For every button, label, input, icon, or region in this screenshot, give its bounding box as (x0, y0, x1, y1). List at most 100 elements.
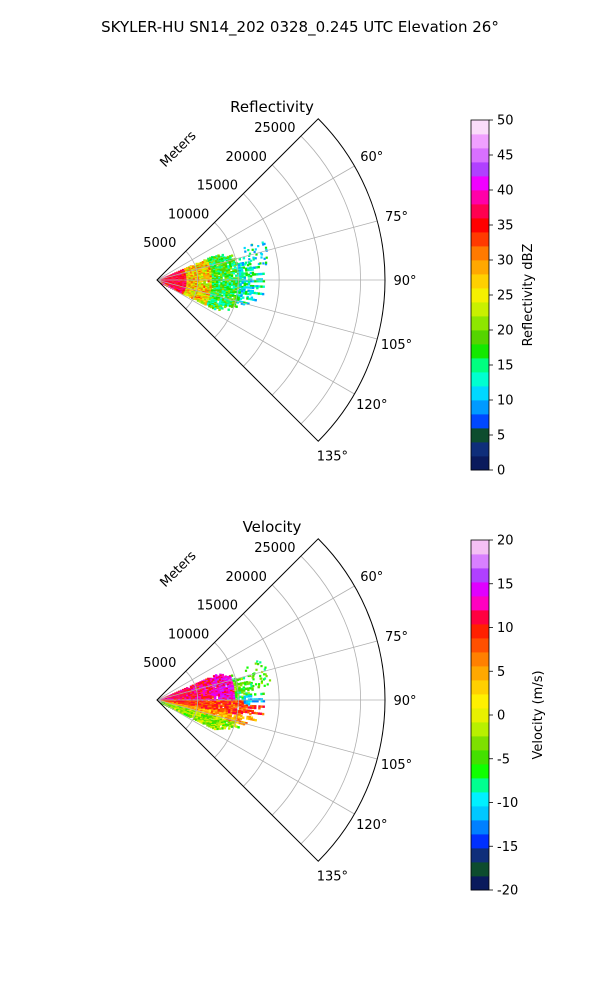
colorbar-swatch (471, 638, 489, 653)
echo-cell (239, 275, 242, 279)
echo-cell (237, 262, 240, 266)
echo-cell (230, 691, 233, 694)
echo-cell (243, 284, 246, 287)
echo-cell (241, 275, 244, 278)
echo-cell (265, 256, 268, 259)
echo-cell (252, 698, 255, 701)
echo-cell (217, 711, 220, 715)
echo-cell (249, 263, 252, 266)
echo-cell (235, 725, 238, 728)
velocity-range-ticks: 5000 10000 15000 20000 25000 (143, 541, 295, 671)
echo-cell (213, 297, 216, 300)
colorbar-tick-label: 15 (497, 577, 514, 592)
echo-cell (211, 274, 214, 277)
echo-cell (200, 706, 204, 710)
echo-cell (241, 287, 244, 290)
echo-cell (200, 286, 204, 289)
colorbar-tick-label: -10 (497, 796, 518, 811)
echo-cell (216, 700, 219, 703)
azimuth-spoke (156, 640, 378, 701)
colorbar-swatch (471, 246, 489, 261)
echo-cell (199, 266, 202, 269)
echo-cell (232, 721, 235, 724)
echo-cell (233, 294, 237, 298)
echo-cell (224, 281, 227, 284)
echo-cell (241, 682, 245, 685)
echo-cell (249, 286, 253, 289)
reflectivity-grid (156, 118, 386, 442)
echo-cell (200, 301, 203, 304)
echo-cell (254, 700, 257, 703)
echo-cell (214, 266, 217, 270)
echo-cell (230, 694, 234, 698)
echo-cell (191, 270, 194, 273)
colorbar-swatch (471, 764, 489, 779)
echo-cell (212, 292, 215, 296)
echo-cell (231, 724, 234, 727)
echo-cell (241, 721, 244, 724)
echo-cell (230, 287, 233, 291)
echo-cell (241, 262, 245, 265)
echo-cell (198, 705, 202, 708)
echo-cell (241, 281, 244, 284)
echo-cell (196, 707, 199, 710)
echo-cell (246, 295, 249, 299)
echo-cell (168, 285, 171, 288)
colorbar-tick-label: 20 (497, 324, 514, 339)
echo-cell (202, 302, 205, 305)
echo-cell (252, 675, 255, 678)
echo-cell (254, 285, 257, 288)
echo-cell (208, 268, 211, 271)
echo-cell (208, 711, 211, 715)
echo-cell (205, 279, 208, 282)
echo-cell (256, 280, 259, 283)
figure-title: SKYLER-HU SN14_202 0328_0.245 UTC Elevat… (101, 18, 499, 37)
echo-cell (230, 271, 233, 274)
echo-cell (179, 291, 183, 294)
echo-cell (248, 258, 251, 261)
echo-cell (237, 717, 240, 720)
echo-cell (232, 269, 235, 272)
colorbar-swatch (471, 596, 489, 611)
echo-cell (241, 695, 244, 698)
echo-cell (221, 291, 224, 294)
echo-cell (194, 294, 197, 297)
echo-cell (228, 271, 231, 274)
echo-cell (239, 695, 242, 699)
colorbar-swatch (471, 680, 489, 695)
echo-cell (243, 283, 246, 286)
echo-cell (233, 716, 236, 719)
echo-cell (210, 679, 213, 682)
echo-cell (249, 268, 252, 272)
echo-cell (249, 695, 253, 698)
echo-cell (197, 269, 201, 272)
echo-cell (222, 708, 225, 711)
echo-cell (262, 272, 265, 275)
echo-cell (223, 289, 227, 292)
echo-cell (241, 288, 244, 292)
echo-cell (230, 707, 233, 711)
echo-cell (257, 265, 260, 269)
echo-cell (243, 281, 246, 284)
colorbar-swatch (471, 176, 489, 191)
echo-cell (235, 282, 238, 286)
echo-cell (195, 711, 198, 715)
echo-cell (193, 717, 196, 720)
echo-cell (205, 300, 208, 303)
echo-cell (200, 721, 203, 724)
echo-cell (250, 259, 253, 262)
echo-cell (222, 285, 225, 289)
echo-cell (214, 725, 218, 729)
echo-cell (201, 704, 204, 707)
echo-cell (260, 681, 263, 685)
reflectivity-title: Reflectivity (230, 98, 314, 116)
echo-cell (249, 271, 252, 275)
echo-cell (241, 301, 244, 304)
echo-cell (233, 281, 236, 284)
echo-cell (225, 290, 229, 294)
echo-cell (230, 280, 234, 283)
echo-cell (192, 700, 196, 703)
echo-cell (240, 263, 243, 267)
echo-cell (237, 298, 240, 301)
echo-cell (249, 687, 252, 690)
